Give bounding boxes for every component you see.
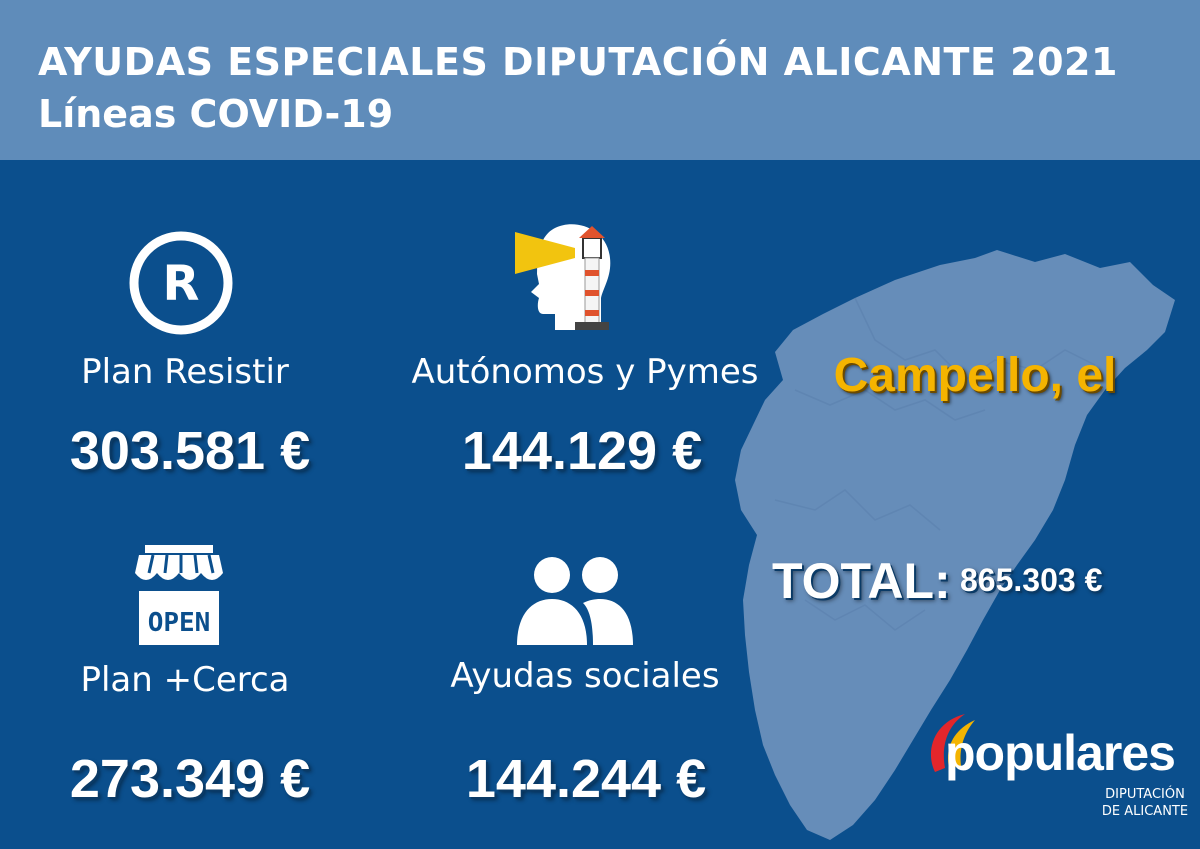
logo-subtitle-line-2: DE ALICANTE [1101, 804, 1189, 819]
open-sign-text: OPEN [148, 608, 211, 638]
item-amount-plan-cerca: 273.349 € [69, 749, 311, 809]
logo-subtitle: DIPUTACIÓN DE ALICANTE [1095, 786, 1195, 820]
item-amount-autonomos-pymes: 144.129 € [461, 421, 703, 481]
populares-logo: populares DIPUTACIÓN DE ALICANTE [925, 712, 1195, 832]
logo-swoosh-icon [930, 714, 975, 772]
people-icon [517, 557, 633, 645]
item-label-autonomos-pymes: Autónomos y Pymes [411, 352, 759, 392]
open-store-icon: OPEN [135, 545, 223, 645]
total-value: 865.303 € [960, 562, 1103, 598]
lighthouse-head-icon [515, 224, 611, 330]
alicante-map-silhouette [735, 250, 1175, 840]
logo-subtitle-line-1: DIPUTACIÓN [1105, 787, 1185, 802]
town-name: Campello, el [833, 349, 1117, 402]
svg-text:R: R [163, 256, 200, 312]
item-amount-ayudas-sociales: 144.244 € [465, 749, 707, 809]
total-label: TOTAL: [772, 553, 951, 609]
logo-wordmark: populares [945, 725, 1176, 781]
item-label-ayudas-sociales: Ayudas sociales [450, 656, 720, 696]
item-label-plan-cerca: Plan +Cerca [80, 660, 290, 700]
item-label-plan-resistir: Plan Resistir [81, 352, 289, 392]
registered-icon: R [129, 231, 233, 335]
page-subtitle: Líneas COVID-19 [38, 92, 394, 136]
header-banner: AYUDAS ESPECIALES DIPUTACIÓN ALICANTE 20… [0, 0, 1200, 160]
page-title: AYUDAS ESPECIALES DIPUTACIÓN ALICANTE 20… [38, 40, 1118, 84]
item-amount-plan-resistir: 303.581 € [69, 421, 311, 481]
